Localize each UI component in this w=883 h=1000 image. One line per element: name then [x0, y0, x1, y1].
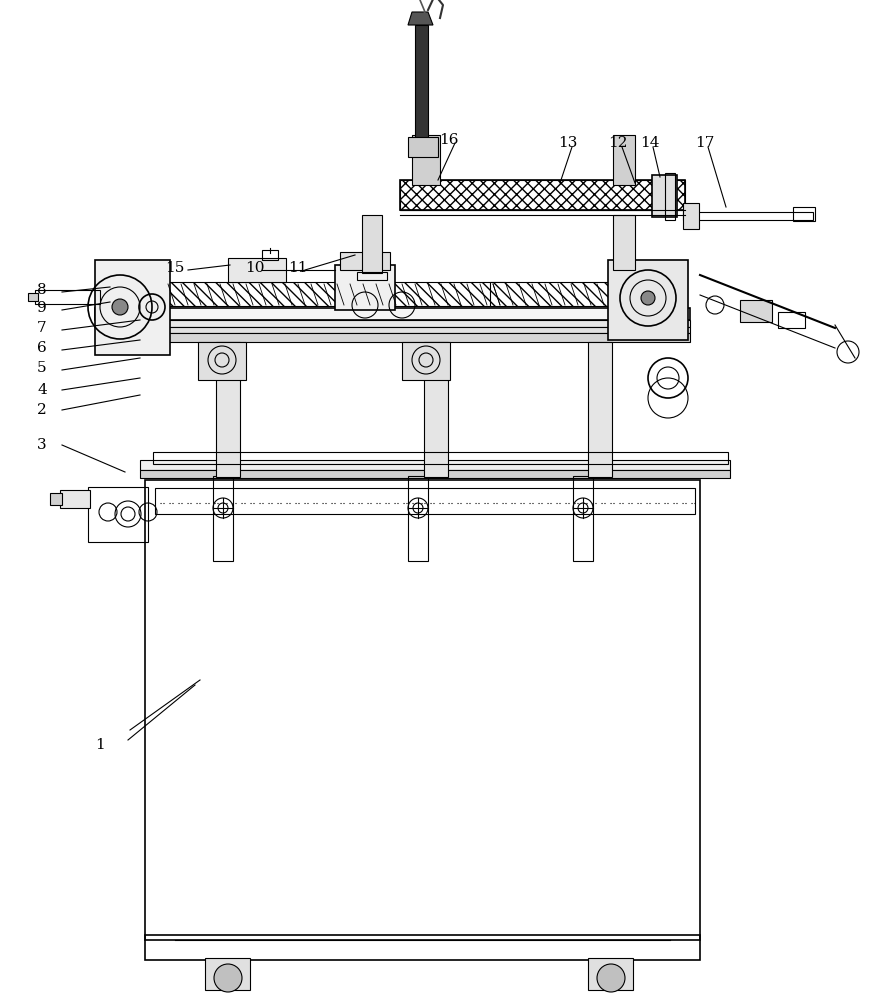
Bar [490, 282, 610, 306]
Text: 11: 11 [288, 261, 308, 275]
Bar [60, 490, 90, 508]
Bar [35, 290, 100, 304]
Circle shape [112, 299, 128, 315]
Text: 13: 13 [558, 136, 577, 150]
Bar [228, 258, 286, 282]
Bar [362, 215, 382, 273]
Text: 17: 17 [695, 136, 714, 150]
Bar [408, 476, 428, 561]
Text: 2: 2 [37, 403, 47, 417]
Text: 6: 6 [37, 341, 47, 355]
Bar [613, 215, 635, 270]
Bar [165, 282, 505, 306]
Circle shape [214, 964, 242, 992]
Bar [95, 333, 690, 342]
Text: 1: 1 [95, 738, 105, 752]
Bar [153, 452, 728, 464]
Bar [683, 212, 813, 220]
Bar [335, 265, 395, 310]
Bar [95, 260, 170, 355]
Bar [145, 935, 700, 960]
Bar [588, 958, 633, 990]
Text: 15: 15 [165, 261, 185, 275]
Circle shape [641, 291, 655, 305]
Bar [408, 137, 438, 157]
Text: 3: 3 [37, 438, 47, 452]
Bar [665, 173, 675, 220]
Bar [608, 260, 688, 340]
Bar [415, 25, 428, 145]
Bar [28, 293, 38, 301]
Text: 12: 12 [608, 136, 628, 150]
Text: 4: 4 [37, 383, 47, 397]
Text: 16: 16 [439, 133, 459, 147]
Bar [613, 135, 635, 185]
Text: 8: 8 [37, 283, 47, 297]
Text: 5: 5 [37, 361, 47, 375]
Bar [88, 487, 148, 542]
Bar [400, 180, 685, 210]
Text: 10: 10 [245, 261, 265, 275]
Bar [340, 252, 390, 270]
Bar [205, 958, 250, 990]
Bar [50, 493, 62, 505]
Bar [95, 320, 690, 327]
Bar [652, 175, 677, 217]
Bar [588, 342, 612, 477]
Circle shape [597, 964, 625, 992]
Bar [793, 207, 815, 221]
Bar [412, 135, 440, 185]
Bar [402, 342, 450, 380]
Bar [95, 308, 690, 320]
Bar [357, 272, 387, 280]
Bar [145, 480, 700, 940]
Bar [213, 476, 233, 561]
Bar [262, 250, 278, 260]
Text: 14: 14 [640, 136, 660, 150]
Bar [424, 342, 448, 477]
Bar [778, 312, 805, 328]
Polygon shape [408, 12, 433, 25]
Bar [198, 342, 246, 380]
Bar [140, 470, 730, 478]
Bar [683, 203, 699, 229]
Bar [95, 327, 690, 333]
Bar [573, 476, 593, 561]
Bar [155, 488, 695, 514]
Text: 7: 7 [37, 321, 47, 335]
Bar [140, 460, 730, 470]
Bar [740, 300, 772, 322]
Bar [400, 180, 685, 210]
Bar [216, 342, 240, 477]
Text: 9: 9 [37, 301, 47, 315]
